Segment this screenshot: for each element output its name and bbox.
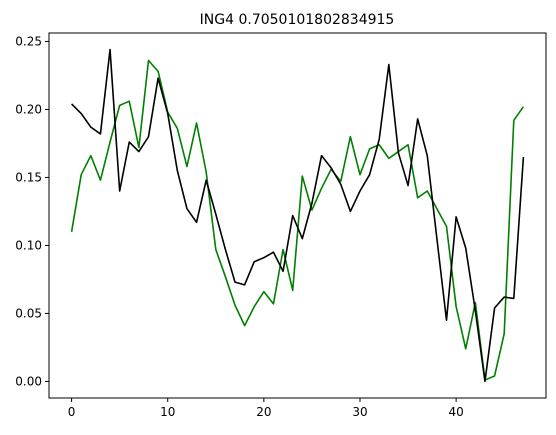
y-tick-label: 0.20 — [15, 102, 42, 116]
x-tick-label: 0 — [68, 405, 76, 419]
x-tick-label: 20 — [256, 405, 271, 419]
y-tick-label: 0.00 — [15, 374, 42, 388]
x-tick-label: 10 — [160, 405, 175, 419]
y-axis: 0.00 0.05 0.10 0.15 0.20 0.25 — [15, 34, 49, 388]
x-axis: 0 10 20 30 40 — [68, 398, 464, 419]
y-tick-label: 0.05 — [15, 306, 42, 320]
x-tick-label: 30 — [352, 405, 367, 419]
y-tick-label: 0.25 — [15, 34, 42, 48]
y-tick-label: 0.10 — [15, 238, 42, 252]
y-tick-label: 0.15 — [15, 170, 42, 184]
chart-title: ING4 0.7050101802834915 — [200, 12, 395, 28]
series-layer — [70, 48, 525, 383]
series-line-1 — [70, 59, 525, 381]
series-line-2 — [71, 48, 525, 383]
plot-frame — [48, 32, 547, 399]
x-tick-label: 40 — [448, 405, 463, 419]
